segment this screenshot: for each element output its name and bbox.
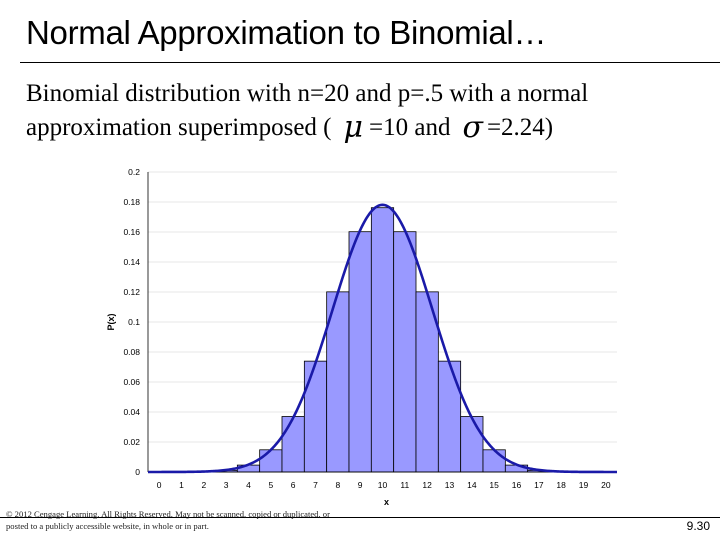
y-tick-label: 0.18 — [123, 197, 140, 207]
x-tick-label: 17 — [534, 480, 544, 490]
sigma-symbol: σ — [462, 110, 483, 145]
x-tick-label: 3 — [224, 480, 229, 490]
y-tick-label: 0.2 — [128, 167, 140, 177]
title-underline — [20, 62, 720, 63]
x-tick-labels: 0 1 2 3 4 5 6 7 8 9 10 11 12 13 14 15 16 17 18 19 20 — [157, 480, 611, 490]
bar-11 — [393, 231, 417, 473]
y-tick-labels: 0 0.02 0.04 0.06 0.08 0.1 0.12 0.14 0.16 0.18 0.2 — [123, 167, 140, 477]
mu-symbol: μ — [343, 110, 364, 145]
chart-bars — [192, 207, 573, 473]
x-tick-label: 1 — [179, 480, 184, 490]
footer-rule — [0, 517, 720, 518]
page-number: 9.30 — [686, 519, 710, 533]
x-tick-label: 11 — [400, 480, 409, 490]
bar-15 — [482, 449, 506, 473]
slide-title: Normal Approximation to Binomial… — [26, 14, 547, 51]
subtitle-line-1: Binomial distribution with n=20 and p=.5… — [26, 80, 589, 107]
x-tick-label: 6 — [291, 480, 296, 490]
x-axis-label: x — [384, 497, 389, 507]
x-tick-label: 7 — [313, 480, 318, 490]
x-tick-label: 10 — [378, 480, 388, 490]
x-tick-label: 4 — [246, 480, 251, 490]
bar-6 — [281, 416, 305, 473]
x-tick-label: 2 — [201, 480, 206, 490]
x-tick-label: 12 — [422, 480, 432, 490]
slide-subtitle: Binomial distribution with n=20 and p=.5… — [26, 78, 706, 144]
x-tick-label: 15 — [489, 480, 499, 490]
y-tick-label: 0.14 — [123, 257, 140, 267]
x-tick-label: 14 — [467, 480, 477, 490]
copyright-notice: © 2012 Cengage Learning. All Rights Rese… — [6, 509, 330, 531]
x-tick-label: 20 — [601, 480, 611, 490]
sigma-value: =2.24) — [486, 114, 554, 141]
subtitle-line-2-prefix: approximation superimposed ( — [26, 114, 332, 141]
x-tick-label: 19 — [579, 480, 589, 490]
x-tick-label: 16 — [512, 480, 522, 490]
y-tick-label: 0.12 — [123, 287, 140, 297]
x-tick-label: 18 — [556, 480, 566, 490]
y-tick-label: 0.1 — [128, 317, 140, 327]
y-tick-label: 0.04 — [123, 407, 140, 417]
y-tick-label: 0.08 — [123, 347, 140, 357]
normal-curve — [147, 203, 618, 474]
y-tick-label: 0.06 — [123, 377, 140, 387]
bar-14 — [460, 416, 484, 473]
x-tick-label: 9 — [358, 480, 363, 490]
bar-5 — [259, 449, 283, 473]
y-tick-label: 0 — [135, 467, 140, 477]
bar-13 — [437, 360, 462, 473]
x-tick-label: 8 — [335, 480, 340, 490]
bar-10 — [370, 207, 395, 473]
bar-9 — [348, 231, 372, 473]
x-tick-label: 13 — [445, 480, 455, 490]
y-tick-label: 0.16 — [123, 227, 140, 237]
x-tick-label: 5 — [268, 480, 273, 490]
y-tick-label: 0.02 — [123, 437, 140, 447]
x-tick-label: 0 — [157, 480, 162, 490]
y-axis-label: P(x) — [106, 313, 116, 330]
bar-7 — [303, 360, 328, 473]
mu-value: =10 and — [369, 114, 451, 141]
chart-axes — [147, 172, 617, 473]
